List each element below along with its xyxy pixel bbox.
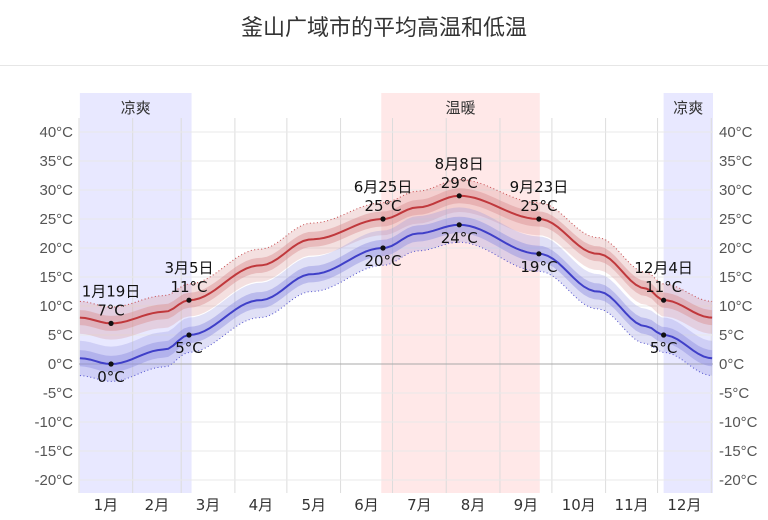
annotation-value: 7°C (97, 301, 125, 319)
grid-lines (78, 118, 713, 493)
low-dotted-envelope (79, 241, 713, 382)
y-tick-label-right: 10°C (719, 298, 753, 315)
annotation-point (186, 332, 192, 338)
y-tick-label-right: 35°C (719, 153, 753, 170)
y-tick-label-left: 25°C (39, 211, 73, 228)
annotation-date: 6月25日 (354, 178, 413, 196)
season-label: 凉爽 (121, 99, 151, 117)
y-tick-label-right: 20°C (719, 240, 753, 257)
y-tick-label-right: 0°C (719, 356, 744, 373)
x-tick-label: 9月 (514, 496, 539, 514)
y-tick-label-left: -15°C (34, 443, 73, 460)
y-tick-label-right: -15°C (719, 443, 758, 460)
annotation-value: 11°C (170, 278, 207, 296)
annotation-point (108, 320, 114, 326)
y-tick-label-left: 10°C (39, 298, 73, 315)
x-tick-label: 3月 (196, 496, 221, 514)
annotation-point (456, 193, 462, 199)
y-tick-label-left: 35°C (39, 153, 73, 170)
x-tick-label: 10月 (562, 496, 596, 514)
annotation-value: 19°C (520, 258, 557, 276)
y-tick-label-left: -20°C (34, 472, 73, 489)
y-tick-label-right: 30°C (719, 182, 753, 199)
annotation-point (456, 222, 462, 228)
season-band-1 (381, 93, 540, 493)
annotation-value: 25°C (364, 197, 401, 215)
x-tick-label: 8月 (461, 496, 486, 514)
y-tick-label-left: 30°C (39, 182, 73, 199)
annotation-point (536, 251, 542, 257)
y-tick-label-right: 5°C (719, 327, 744, 344)
high-dotted-envelope (79, 179, 713, 308)
y-tick-label-right: -20°C (719, 472, 758, 489)
annotation-point (536, 216, 542, 222)
y-tick-label-left: 20°C (39, 240, 73, 257)
x-tick-label: 12月 (667, 496, 701, 514)
season-band-2 (663, 93, 713, 493)
axis-ticks: 1月 2月 3月 4月 5月 6月 7月 8月 9月 10月 11月 12月 -20°C -20°C -15… (34, 124, 757, 514)
x-tick-label: 11月 (615, 496, 649, 514)
annotation-point (661, 297, 667, 303)
y-tick-label-left: 40°C (39, 124, 73, 141)
x-tick-label: 5月 (301, 496, 326, 514)
annotation-value: 11°C (645, 278, 682, 296)
x-tick-label: 4月 (249, 496, 274, 514)
annotation-date: 12月4日 (634, 259, 693, 277)
season-band-0 (79, 93, 192, 493)
annotation-value: 20°C (364, 252, 401, 270)
annotations: 7°C1月19日0°C11°C3月5日5°C25°C6月25日20°C29°C8… (82, 155, 693, 386)
annotation-value: 24°C (441, 229, 478, 247)
annotation-point (661, 332, 667, 338)
annotation-value: 29°C (441, 174, 478, 192)
low-inner-band (79, 216, 713, 373)
x-tick-label: 2月 (145, 496, 170, 514)
low-line (79, 223, 713, 366)
y-tick-label-left: 15°C (39, 269, 73, 286)
season-label: 温暖 (446, 99, 476, 117)
annotation-date: 8月8日 (435, 155, 484, 173)
y-tick-label-right: 15°C (719, 269, 753, 286)
annotation-value: 25°C (520, 197, 557, 215)
y-tick-label-left: -5°C (43, 385, 73, 402)
high-outer-band (79, 179, 713, 340)
annotation-point (380, 216, 386, 222)
high-line (79, 194, 713, 325)
annotation-date: 1月19日 (82, 282, 141, 300)
annotation-value: 5°C (175, 339, 203, 357)
y-tick-label-right: 25°C (719, 211, 753, 228)
annotation-value: 5°C (650, 339, 678, 357)
season-bands: 凉爽 温暖 凉爽 (79, 93, 713, 493)
annotation-point (380, 245, 386, 251)
annotation-value: 0°C (97, 368, 125, 386)
y-tick-label-left: -10°C (34, 414, 73, 431)
annotation-point (186, 297, 192, 303)
x-tick-label: 7月 (407, 496, 432, 514)
season-label: 凉爽 (673, 99, 703, 117)
low-outer-band (79, 207, 713, 382)
y-tick-label-right: 40°C (719, 124, 753, 141)
chart-title: 釜山广域市的平均高温和低温 (240, 16, 527, 41)
annotation-date: 3月5日 (164, 259, 213, 277)
x-tick-label: 1月 (94, 496, 119, 514)
x-tick-label: 6月 (354, 496, 379, 514)
title-divider (0, 65, 768, 66)
series-lines (79, 179, 713, 382)
y-tick-label-right: -5°C (719, 385, 749, 402)
annotation-point (108, 361, 114, 367)
y-tick-label-left: 0°C (48, 356, 73, 373)
y-tick-label-right: -10°C (719, 414, 758, 431)
annotation-date: 9月23日 (510, 178, 569, 196)
y-tick-label-left: 5°C (48, 327, 73, 344)
